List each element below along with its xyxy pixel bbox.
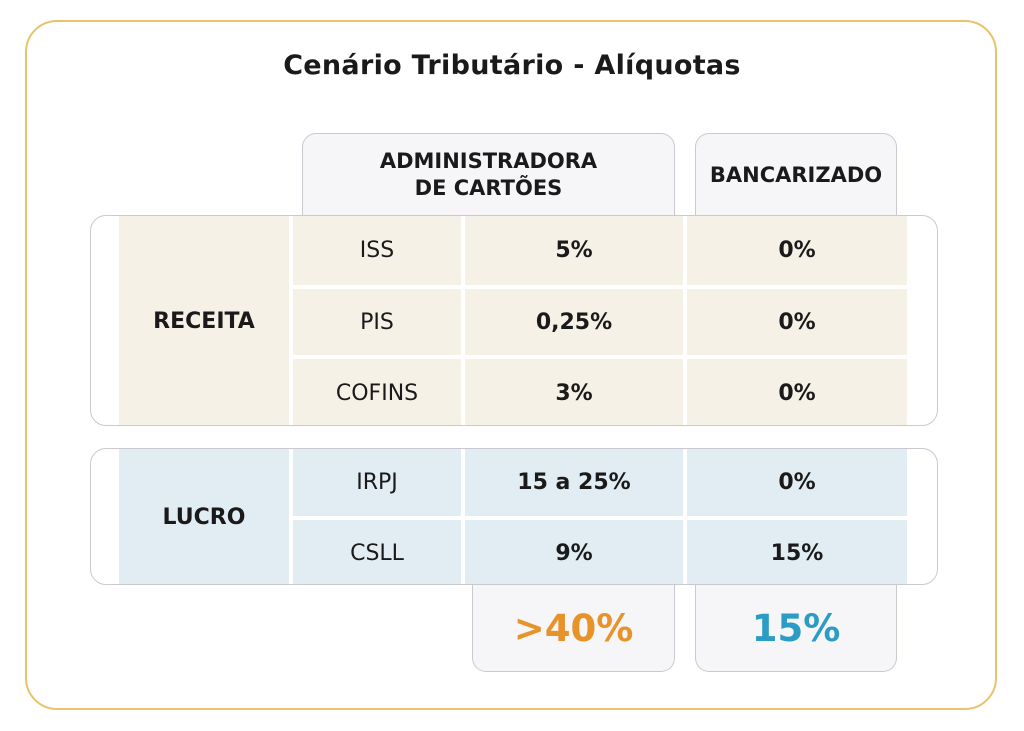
value-bancarizado-irpj: 0%	[687, 449, 907, 516]
column-header-bancarizado: BANCARIZADO	[695, 133, 897, 216]
receita-label: RECEITA	[119, 216, 289, 425]
tax-name-irpj: IRPJ	[293, 449, 461, 516]
tax-name-csll: CSLL	[293, 520, 461, 584]
column-header-administradora: ADMINISTRADORA DE CARTÕES	[302, 133, 675, 216]
value-administradora-cofins: 3%	[465, 359, 683, 425]
value-bancarizado-cofins: 0%	[687, 359, 907, 425]
total-administradora: >40%	[472, 585, 675, 672]
column-header-administradora-line2: DE CARTÕES	[414, 176, 563, 200]
value-bancarizado-iss: 0%	[687, 216, 907, 285]
tax-name-cofins: COFINS	[293, 359, 461, 425]
value-administradora-pis: 0,25%	[465, 289, 683, 355]
column-header-administradora-line1: ADMINISTRADORA	[379, 149, 598, 173]
value-bancarizado-csll: 15%	[687, 520, 907, 584]
column-header-bancarizado-label: BANCARIZADO	[709, 162, 883, 187]
lucro-group: LUCRO IRPJ 15 a 25% 0% CSLL 9% 15%	[90, 448, 938, 585]
receita-group: RECEITA ISS 5% 0% PIS 0,25% 0% COFINS 3%…	[90, 215, 938, 426]
value-bancarizado-pis: 0%	[687, 289, 907, 355]
total-bancarizado: 15%	[695, 585, 897, 672]
page-title: Cenário Tributário - Alíquotas	[283, 50, 741, 81]
outer-frame	[25, 20, 997, 710]
value-administradora-irpj: 15 a 25%	[465, 449, 683, 516]
lucro-label: LUCRO	[119, 449, 289, 584]
tax-name-iss: ISS	[293, 216, 461, 285]
tax-name-pis: PIS	[293, 289, 461, 355]
value-administradora-iss: 5%	[465, 216, 683, 285]
value-administradora-csll: 9%	[465, 520, 683, 584]
